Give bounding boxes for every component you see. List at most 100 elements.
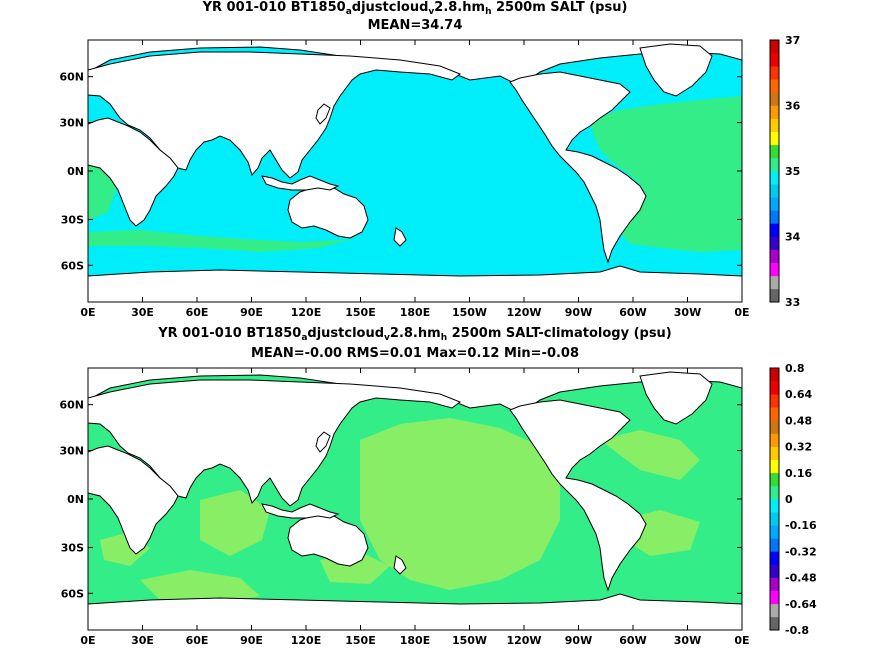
colorbar-segment <box>770 381 779 395</box>
lat-tick-label: 60S <box>61 587 84 600</box>
colorbar-segment <box>770 420 779 434</box>
top-map <box>88 40 742 302</box>
lon-tick-label: 60E <box>186 306 209 319</box>
lon-tick-label: 60W <box>619 634 646 647</box>
lon-tick-label: 120W <box>506 306 541 319</box>
lon-tick-label: 60W <box>619 306 646 319</box>
colorbar-label: 0.32 <box>785 441 812 454</box>
colorbar-segment <box>770 499 779 513</box>
top-map-title: YR 001-010 BT1850adjustcloudv2.8.hmh 250… <box>202 0 628 17</box>
colorbar-segment <box>770 171 779 185</box>
colorbars: 37 36 35 34 33 0.8 0.64 0.48 0.32 0.16 0 -0.16 -0.32… <box>769 34 817 637</box>
colorbar-segment <box>770 184 779 198</box>
lat-tick-label: 0N <box>67 165 84 178</box>
colorbar-segment <box>770 40 779 54</box>
lon-tick-label: 0E <box>80 306 95 319</box>
top-map-southern-field <box>88 230 360 252</box>
lon-tick-label: 180E <box>400 306 430 319</box>
colorbar-segment <box>770 66 779 80</box>
colorbar-label: -0.32 <box>785 545 817 558</box>
colorbar-segment <box>770 551 779 565</box>
axis-ticks <box>87 40 743 630</box>
lon-tick-label: 120W <box>506 634 541 647</box>
colorbar-segment <box>770 92 779 106</box>
colorbar-segment <box>770 288 779 303</box>
colorbar-label: 34 <box>785 231 801 244</box>
lat-tick-label: 60N <box>59 399 84 412</box>
colorbar-label: -0.8 <box>785 624 809 637</box>
colorbar-segment <box>770 105 779 119</box>
colorbar-segment <box>770 616 779 631</box>
colorbar-label: 0.48 <box>785 414 812 427</box>
colorbar-segment <box>770 249 779 263</box>
colorbar-segment <box>770 538 779 552</box>
colorbar-label: 35 <box>785 165 800 178</box>
colorbar-label: -0.64 <box>785 598 817 611</box>
colorbar-label: 0.64 <box>785 388 812 401</box>
lat-tick-label: 30N <box>59 117 84 130</box>
colorbar-segment <box>770 368 779 382</box>
colorbar-segment <box>770 446 779 460</box>
colorbar-segment <box>770 197 779 211</box>
lat-tick-label: 60S <box>61 259 84 272</box>
colorbar-segment <box>770 118 779 132</box>
lon-tick-label: 180E <box>400 634 430 647</box>
colorbar-segment <box>770 590 779 605</box>
lat-tick-label: 30N <box>59 445 84 458</box>
colorbar-segment <box>770 603 779 618</box>
colorbar-segment <box>770 512 779 526</box>
colorbar-segment <box>770 472 779 487</box>
lon-tick-label: 30E <box>131 306 154 319</box>
lat-tick-label: 0N <box>67 493 84 506</box>
lon-tick-label: 0E <box>80 634 95 647</box>
lon-tick-label: 90E <box>240 306 263 319</box>
colorbar-label: 0 <box>785 493 793 506</box>
colorbar-segment <box>770 236 779 250</box>
lon-tick-label: 60E <box>186 634 209 647</box>
bottom-map <box>88 368 742 630</box>
lon-tick-label: 150E <box>345 306 375 319</box>
colorbar-segment <box>770 131 779 146</box>
colorbar-segment <box>770 79 779 93</box>
lon-tick-label: 90W <box>565 306 592 319</box>
colorbar-segment <box>770 275 779 290</box>
lon-tick-label: 150E <box>345 634 375 647</box>
lat-tick-label: 60N <box>59 71 84 84</box>
colorbar-label: -0.16 <box>785 519 817 532</box>
colorbar-label: 33 <box>785 296 800 309</box>
lon-tick-label: 30W <box>674 634 701 647</box>
lat-tick-label: 30S <box>61 213 84 226</box>
colorbar-segment <box>770 394 779 408</box>
lon-tick-label: 90W <box>565 634 592 647</box>
colorbar-segment <box>770 223 779 237</box>
bottom-map-title: YR 001-010 BT1850adjustcloudv2.8.hmh 250… <box>158 326 672 343</box>
axis-labels: 0E 30E 60E 90E 120E 150E 180E 150W 120W 90W 60W 30W… <box>59 71 749 647</box>
colorbar-segment <box>770 485 779 500</box>
lon-tick-label: 30E <box>131 634 154 647</box>
colorbar-segment <box>770 577 779 591</box>
colorbar-segment <box>770 144 779 159</box>
lon-tick-label: 0E <box>734 634 749 647</box>
lon-tick-label: 30W <box>674 306 701 319</box>
colorbar-segment <box>770 459 779 474</box>
lon-tick-label: 150W <box>452 306 487 319</box>
colorbar-segment <box>770 210 779 224</box>
colorbar-segment <box>770 525 779 539</box>
lon-tick-label: 120E <box>291 306 321 319</box>
lat-tick-label: 30S <box>61 541 84 554</box>
colorbar-label: 37 <box>785 34 800 47</box>
lon-tick-label: 120E <box>291 634 321 647</box>
colorbar-label: 0.8 <box>785 362 805 375</box>
colorbar-segment <box>770 262 779 277</box>
top-map-atlantic-field <box>590 96 742 252</box>
top-map-subtitle: MEAN=34.74 <box>367 18 463 33</box>
colorbar-label: -0.48 <box>785 572 817 585</box>
colorbar-label: 36 <box>785 100 801 113</box>
colorbar-segment <box>770 157 779 172</box>
bottom-map-subtitle: MEAN=-0.00 RMS=0.01 Max=0.12 Min=-0.08 <box>250 346 580 361</box>
colorbar-segment <box>770 564 779 578</box>
colorbar-label: 0.16 <box>785 467 812 480</box>
lon-tick-label: 0E <box>734 306 749 319</box>
colorbar-segment <box>770 433 779 447</box>
